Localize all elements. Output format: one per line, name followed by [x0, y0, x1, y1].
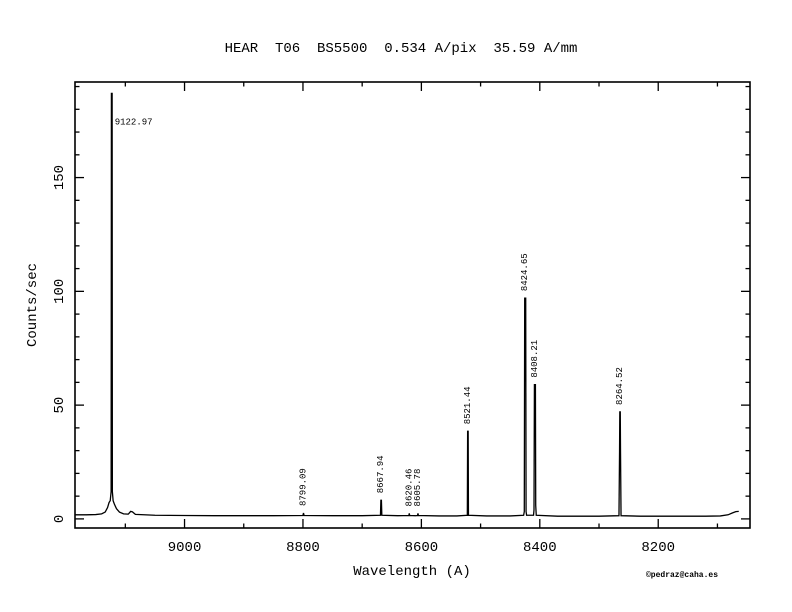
axis-ticks	[75, 82, 750, 528]
x-axis-title: Wavelength (A)	[353, 564, 471, 580]
plot-frame-box	[74, 81, 751, 529]
spectrum-trace-group	[75, 92, 739, 517]
x-tick-label: 8600	[405, 540, 439, 556]
x-tick-label: 8400	[523, 540, 557, 556]
credit-text: ©pedraz@caha.es	[646, 571, 718, 580]
y-tick-label: 0	[52, 515, 68, 523]
peak-label: 8521.44	[463, 386, 473, 424]
plot-frame	[74, 81, 751, 529]
peak-label: 8799.09	[298, 468, 308, 506]
y-tick-label: 50	[52, 397, 68, 414]
peak-label: 8424.65	[520, 253, 530, 291]
y-tick-label: 150	[52, 165, 68, 190]
peak-label: 8264.52	[615, 367, 625, 405]
peak-label: 8620.46	[404, 469, 414, 507]
peak-label: 8667.94	[376, 455, 386, 493]
peak-label: 8408.21	[530, 340, 540, 378]
axis-tick-labels: 9000 8800 8600 8400 8200 0 50 100 150	[52, 165, 675, 556]
peak-label: 8605.78	[413, 469, 423, 507]
chart-title: HEAR T06 BS5500 0.534 A/pix 35.59 A/mm	[225, 41, 578, 57]
peak-label: 9122.97	[115, 117, 153, 127]
x-tick-label: 9000	[168, 540, 202, 556]
y-axis-title: Counts/sec	[25, 263, 41, 347]
y-tick-label: 100	[52, 279, 68, 304]
x-tick-label: 8200	[641, 540, 675, 556]
x-tick-label: 8800	[286, 540, 320, 556]
spectrum-trace	[75, 92, 739, 517]
